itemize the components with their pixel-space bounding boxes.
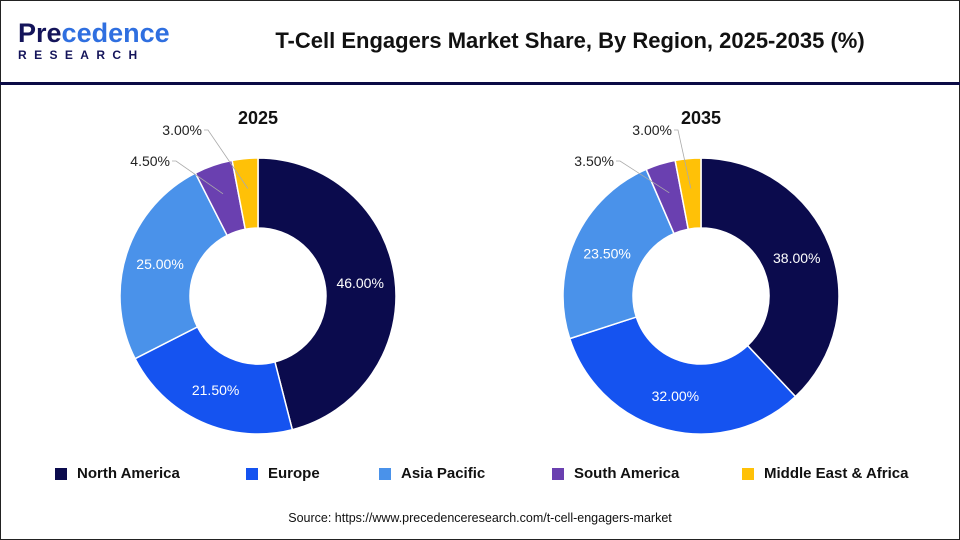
- logo-wordmark: Precedence: [18, 18, 170, 48]
- legend-swatch: [552, 467, 564, 480]
- slice-asia-pacific: [562, 168, 675, 340]
- slice-europe: [568, 316, 797, 435]
- slice-north-america: [257, 157, 397, 431]
- legend-item: Asia Pacific: [379, 465, 485, 482]
- legend-swatch: [55, 467, 67, 480]
- legend-item: Europe: [246, 465, 320, 482]
- slice-middle-east-africa: [674, 157, 702, 231]
- header: Precedence RESEARCH T-Cell Engagers Mark…: [0, 0, 960, 85]
- data-label: 3.50%: [574, 153, 614, 169]
- data-label: 25.00%: [136, 256, 183, 272]
- data-label: 38.00%: [773, 250, 820, 266]
- logo-subtitle: RESEARCH: [18, 48, 145, 62]
- chart-title: T-Cell Engagers Market Share, By Region,…: [275, 28, 865, 53]
- donut-title: 2025: [238, 108, 278, 128]
- precedence-research-logo: Precedence RESEARCH: [18, 18, 170, 63]
- legend-label: Middle East & Africa: [764, 465, 909, 482]
- data-label: 4.50%: [130, 153, 170, 169]
- legend-swatch: [379, 467, 391, 480]
- legend-label: North America: [77, 465, 180, 482]
- source-text: Source: https://www.precedenceresearch.c…: [288, 511, 672, 525]
- legend-item: Middle East & Africa: [742, 465, 908, 482]
- legend-swatch: [246, 467, 258, 480]
- leader-line: [674, 129, 692, 189]
- legend-label: Asia Pacific: [401, 465, 486, 482]
- legend-label: South America: [574, 465, 680, 482]
- donut-2025: 2025 46.00% 21.50% 25.00% 4.50% 3.00%: [119, 108, 397, 435]
- slice-north-america: [700, 157, 840, 398]
- data-label: 21.50%: [192, 382, 239, 398]
- leader-line: [172, 160, 224, 195]
- slice-middle-east-africa: [231, 157, 259, 231]
- slice-asia-pacific: [119, 172, 229, 360]
- data-label: 32.00%: [652, 388, 699, 404]
- legend-label: Europe: [268, 465, 320, 482]
- legend-item: North America: [55, 465, 180, 482]
- data-label: 3.00%: [162, 122, 202, 138]
- leader-line: [616, 160, 670, 194]
- slice-europe: [134, 325, 294, 435]
- data-label: 23.50%: [583, 246, 630, 262]
- data-label: 3.00%: [632, 122, 672, 138]
- legend-item: South America: [552, 465, 679, 482]
- leader-line: [204, 129, 249, 189]
- legend-swatch: [742, 467, 754, 480]
- donut-2035: 2035 38.00% 32.00% 23.50% 3.50% 3.00%: [562, 108, 840, 435]
- legend: North America Europe Asia Pacific South Ame…: [0, 465, 960, 485]
- data-label: 46.00%: [336, 275, 383, 291]
- donut-title: 2035: [681, 108, 721, 128]
